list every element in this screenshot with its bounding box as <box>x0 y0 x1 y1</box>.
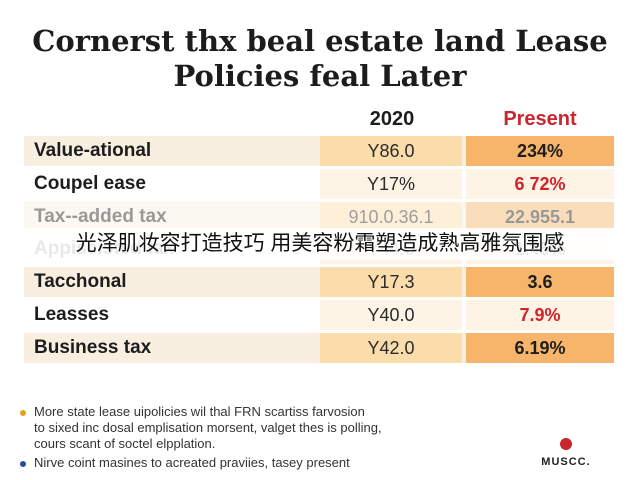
cell-present: 3.6 <box>466 267 614 297</box>
chart-title: Cornerst thx beal estate land Lease Poli… <box>0 24 640 94</box>
overlay-text: 光泽肌妆容打造技巧 用美容粉霜塑造成熟高雅氛围感 <box>75 232 565 255</box>
logo-text: MUSCC. <box>541 456 591 468</box>
table-row: Leasses Y40.0 7.9% <box>24 300 614 330</box>
cell-2020: 910.0.36.1 <box>320 202 462 232</box>
row-background <box>24 202 614 232</box>
table-row: Value-ational Y86.0 234% <box>24 136 614 166</box>
title-line-1: Cornerst thx beal estate land Lease <box>32 24 608 58</box>
table-row: Tax--added tax 910.0.36.1 22.955.1 <box>24 202 614 232</box>
table-row: Tacchonal Y17.3 3.6 <box>24 267 614 297</box>
cell-2020: Y17% <box>320 169 462 199</box>
footnote-2-line-1: Nirve coint masines to acreated praviies… <box>34 455 350 470</box>
column-header-2020: 2020 <box>369 108 415 130</box>
footnote-1: More state lease uipolicies wil thal FRN… <box>34 404 484 452</box>
overlay-banner <box>0 228 640 260</box>
bullet-dot-icon <box>20 461 26 467</box>
row-label: Business tax <box>34 337 152 358</box>
row-label: Value-ational <box>34 140 152 161</box>
title-line-2: Policies feal Later <box>173 59 467 93</box>
row-label: Coupel ease <box>34 173 146 194</box>
row-label: Tacchonal <box>34 271 127 292</box>
cell-present: 22.955.1 <box>466 202 614 232</box>
cell-2020: Y42.0 <box>320 333 462 363</box>
cell-present: 6.19% <box>466 333 614 363</box>
table-row: Business tax Y42.0 6.19% <box>24 333 614 363</box>
brand-logo: MUSCC. <box>536 438 596 474</box>
cell-present: 7.9% <box>466 300 614 330</box>
cell-present: 234% <box>466 136 614 166</box>
footnote-1-line-3: cours scant of soctel elpplation. <box>34 436 216 451</box>
cell-2020: Y86.0 <box>320 136 462 166</box>
footnote-2: Nirve coint masines to acreated praviies… <box>34 455 484 471</box>
cell-2020: Y17.3 <box>320 267 462 297</box>
cell-2020: Y40.0 <box>320 300 462 330</box>
row-label: Tax--added tax <box>34 206 167 227</box>
logo-dot-icon <box>560 438 572 450</box>
footnote-1-line-2: to sixed inc dosal emplisation morsent, … <box>34 420 382 435</box>
column-header-present: Present <box>503 108 577 130</box>
footnote-1-line-1: More state lease uipolicies wil thal FRN… <box>34 404 365 419</box>
table-row: Coupel ease Y17% 6 72% <box>24 169 614 199</box>
row-label: Leasses <box>34 304 110 325</box>
cell-present: 6 72% <box>466 169 614 199</box>
bullet-dot-icon <box>20 410 26 416</box>
